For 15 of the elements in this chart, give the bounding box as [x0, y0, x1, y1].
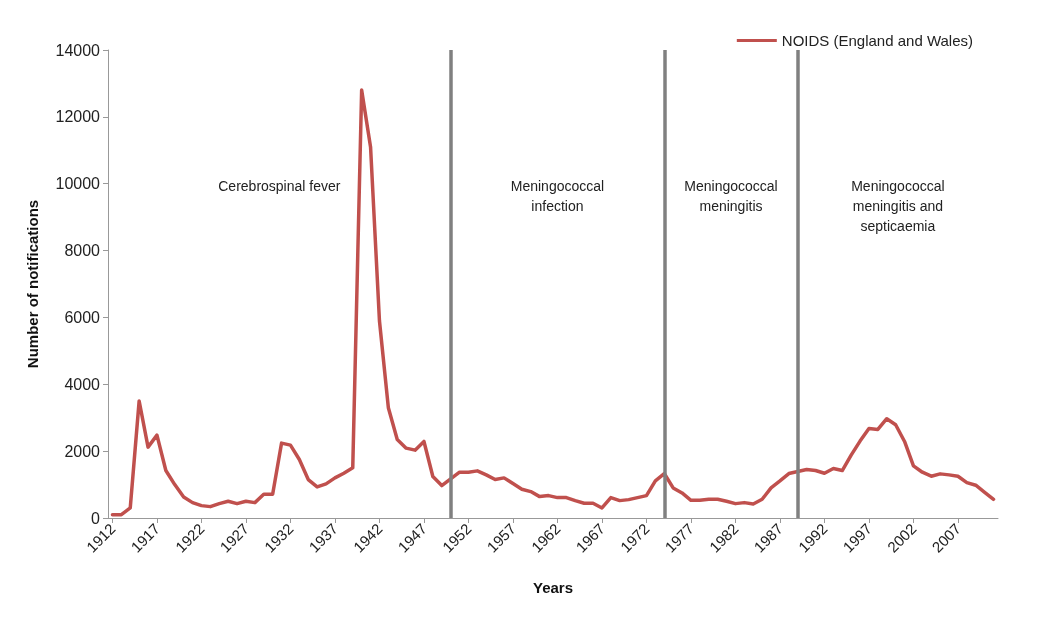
y-tick-label: 2000	[64, 442, 101, 460]
x-axis-title: Years	[532, 579, 574, 596]
y-tick-label: 8000	[64, 242, 101, 260]
annotation: Meningococcal meningitis	[684, 178, 778, 215]
y-axis-title: Number of notifications	[24, 199, 41, 369]
y-tick-label: 10000	[55, 175, 101, 193]
legend-label: NOIDS (England and Wales)	[781, 32, 974, 49]
y-tick-label: 0	[91, 509, 101, 527]
y-tick-label: 4000	[64, 375, 101, 393]
y-tick-label: 12000	[55, 108, 101, 126]
annotation: Meningococcal infection	[510, 178, 605, 215]
annotation: Meningococcal meningitis and septicaemia	[851, 178, 945, 235]
annotation: Cerebrospinal fever	[218, 178, 341, 195]
y-tick-label: 14000	[55, 41, 101, 59]
y-tick-label: 6000	[64, 308, 101, 326]
